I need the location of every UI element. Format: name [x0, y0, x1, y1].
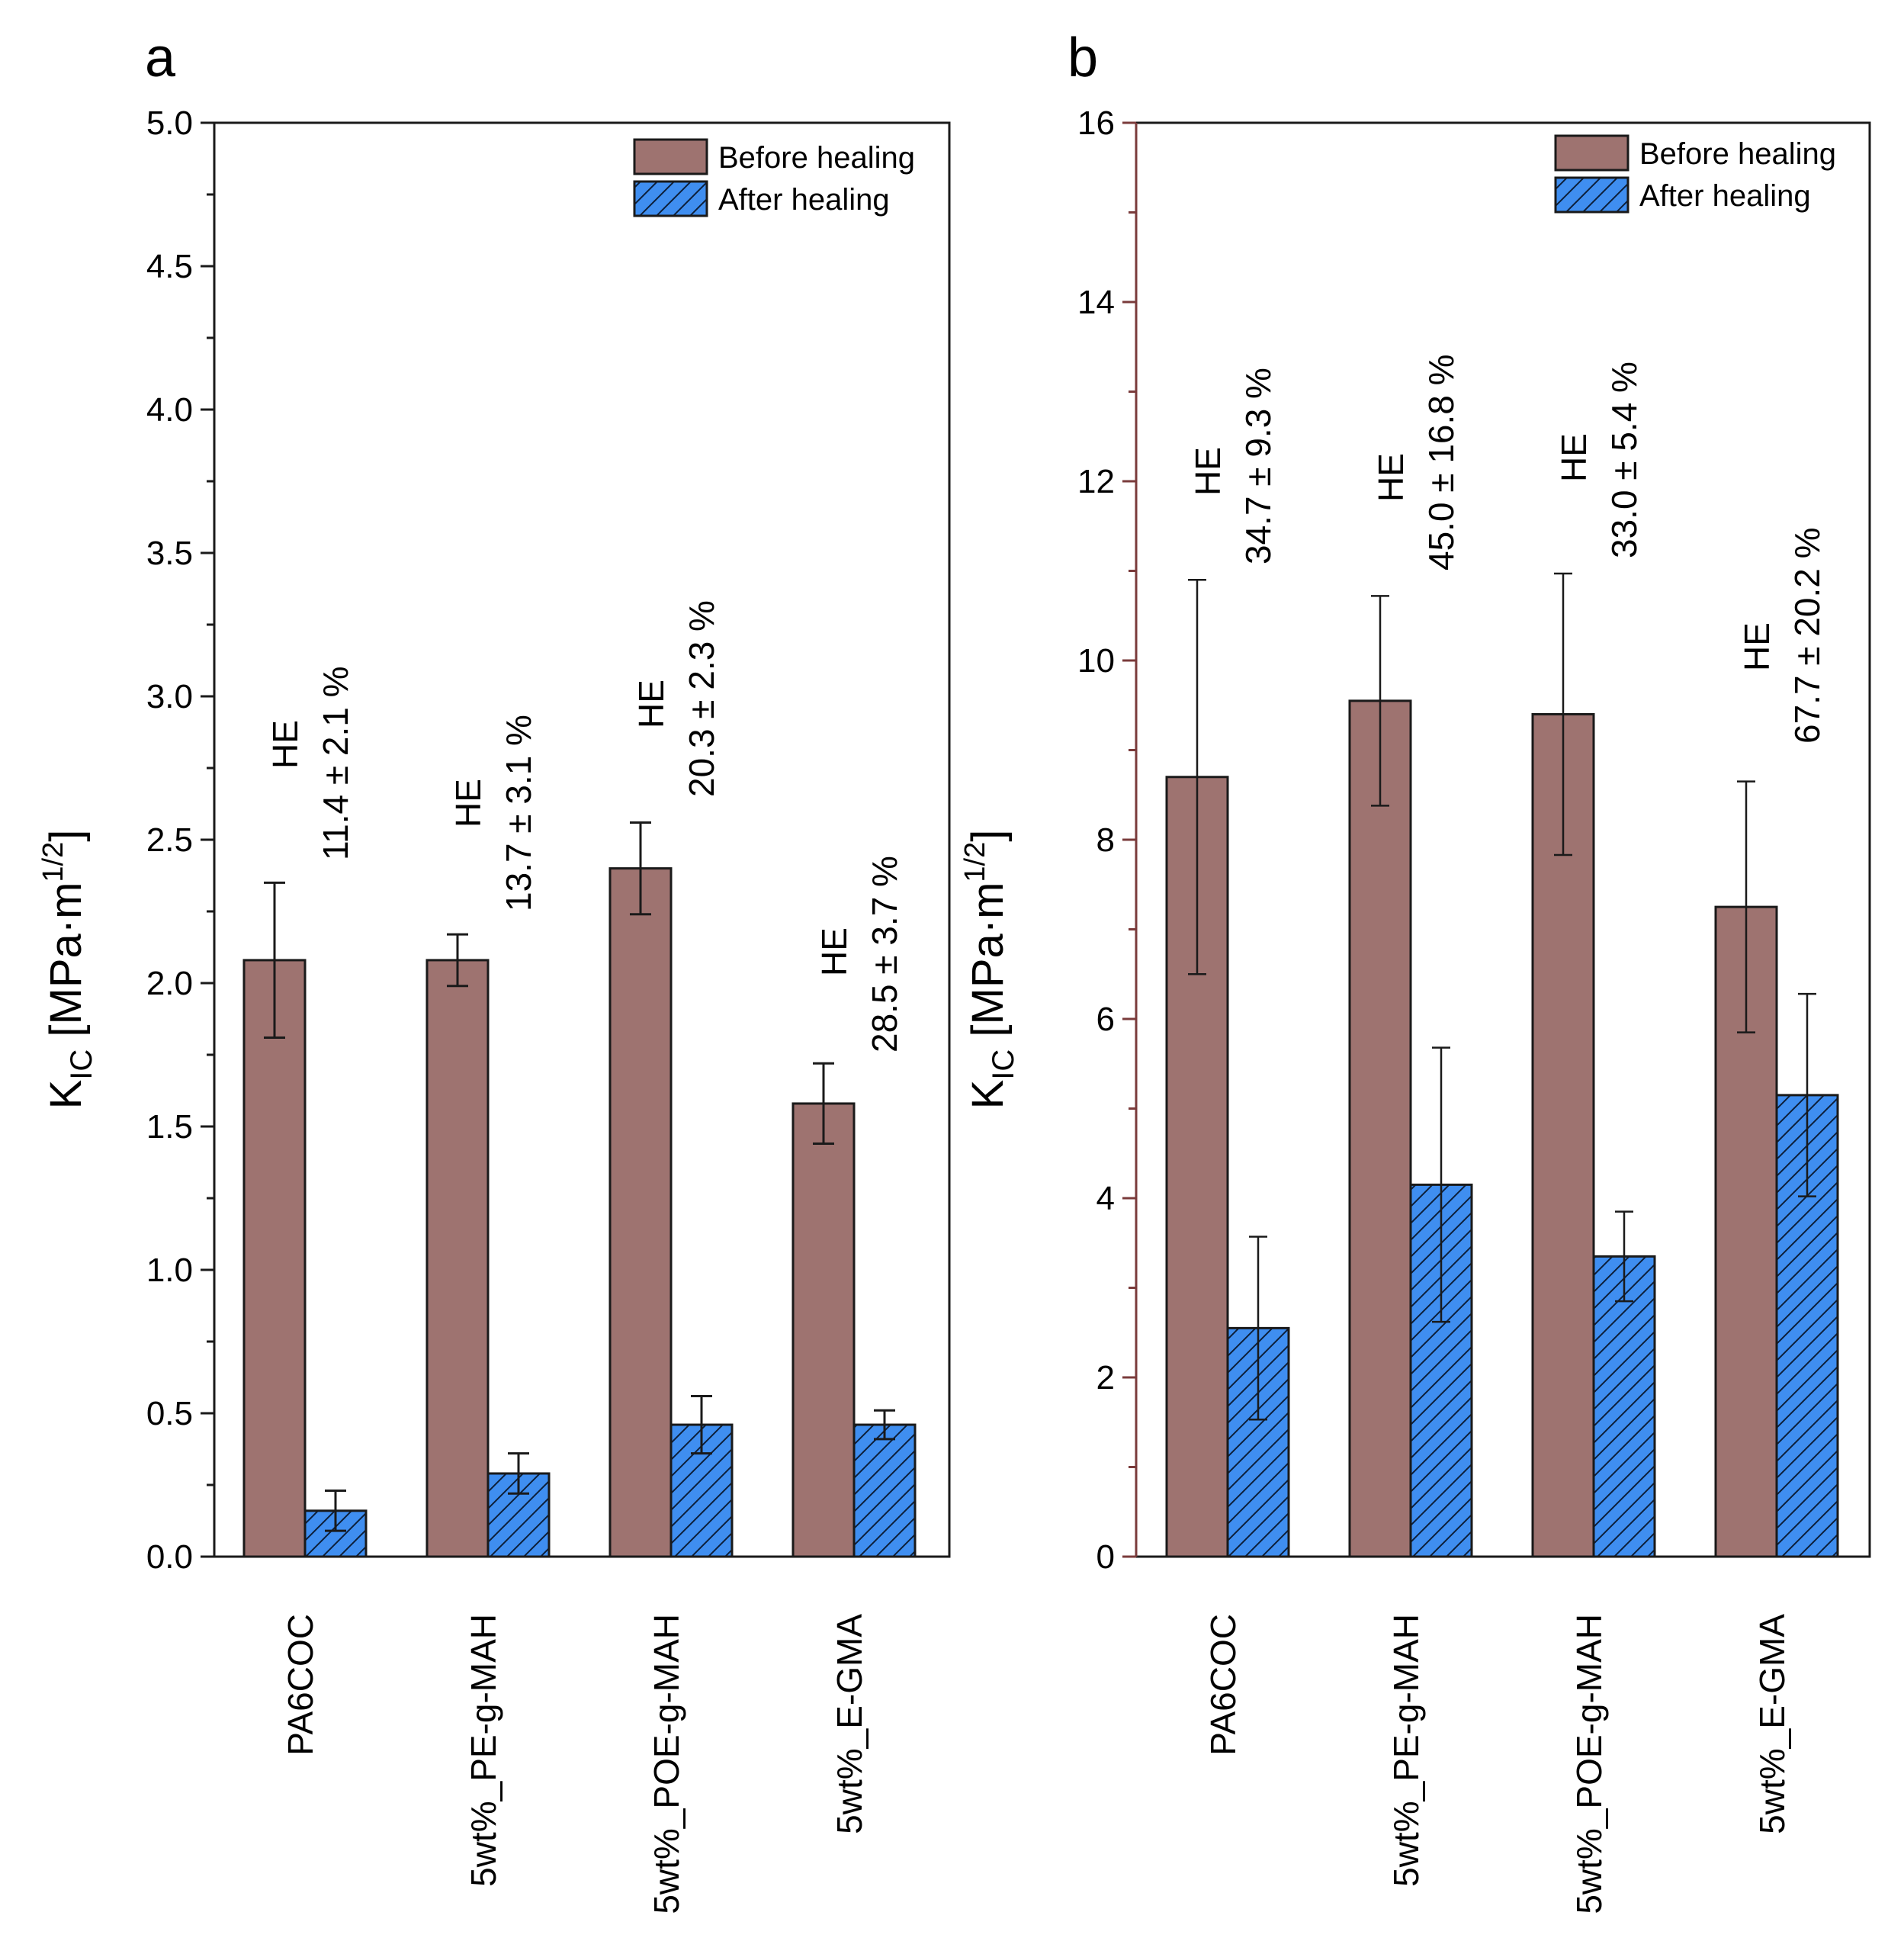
he-label: HE [1188, 447, 1228, 496]
y-axis-title-close: ] [963, 830, 1013, 842]
y-tick-label: 2.5 [146, 821, 193, 859]
he-value: 34.7 ± 9.3 % [1238, 368, 1278, 564]
y-axis-title-unit: [MPa·m [41, 882, 91, 1049]
y-axis-title-sub: IC [65, 1049, 98, 1080]
legend-swatch-before [633, 138, 708, 175]
he-value: 28.5 ± 3.7 % [865, 856, 904, 1053]
y-axis-title-sup: 1/2 [959, 842, 991, 882]
y-axis-title-main: K [41, 1079, 91, 1109]
y-axis-title-sup: 1/2 [37, 842, 69, 882]
he-value: 13.7 ± 3.1 % [499, 715, 538, 911]
y-axis-title-unit: [MPa·m [963, 882, 1013, 1049]
he-value: 45.0 ± 16.8 % [1421, 354, 1461, 570]
he-value: 33.0 ± 5.4 % [1604, 362, 1644, 558]
x-category-label: 5wt%_POE-g-MAH [1569, 1614, 1609, 1914]
legend-swatch-before [1554, 134, 1629, 172]
y-axis-title-close: ] [41, 830, 91, 842]
y-tick-label: 1.5 [146, 1108, 193, 1146]
x-category-label: 5wt%_E-GMA [830, 1614, 869, 1834]
legend: Before healing After healing [1554, 134, 1836, 214]
y-tick-label: 0.5 [146, 1395, 193, 1432]
bar-after-healing [1592, 1255, 1656, 1558]
y-axis-title: KIC [MPa·m1/2] [37, 830, 98, 1110]
y-tick-label: 4.0 [146, 391, 193, 429]
bar-after-healing [852, 1423, 917, 1558]
y-tick-label: 5.0 [146, 104, 193, 142]
legend-label: After healing [1639, 179, 1811, 213]
legend-swatch-after [1554, 176, 1629, 214]
y-axis-title: KIC [MPa·m1/2] [959, 830, 1020, 1110]
panel-letter: a [145, 27, 176, 88]
x-category-label: 5wt%_PE-g-MAH [1386, 1614, 1426, 1887]
bar-before-healing [608, 867, 673, 1558]
y-tick-label: 2 [1096, 1359, 1115, 1396]
legend-label: After healing [718, 183, 890, 217]
y-tick-label: 12 [1077, 463, 1115, 500]
y-axis-title-main: K [963, 1079, 1013, 1109]
legend: Before healing After healing [633, 138, 915, 217]
y-tick-label: 0.0 [146, 1538, 193, 1576]
legend-swatch-after [633, 180, 708, 217]
bar-before-healing [425, 959, 490, 1558]
panel-letter: b [1068, 27, 1098, 88]
y-tick-label: 1.0 [146, 1252, 193, 1289]
bar-before-healing [1348, 699, 1412, 1558]
y-tick-label: 10 [1077, 642, 1115, 680]
he-value: 67.7 ± 20.2 % [1787, 527, 1827, 744]
y-tick-label: 8 [1096, 821, 1115, 859]
legend-label: Before healing [718, 141, 915, 175]
y-axis-title-sub: IC [987, 1049, 1020, 1080]
he-label: HE [1554, 433, 1594, 482]
bar-before-healing [242, 959, 307, 1558]
y-tick-label: 6 [1096, 1001, 1115, 1038]
he-label: HE [1371, 453, 1411, 502]
y-tick-label: 3.0 [146, 678, 193, 715]
he-value: 11.4 ± 2.1 % [316, 666, 355, 860]
legend-label: Before healing [1639, 137, 1836, 171]
y-tick-label: 3.5 [146, 535, 193, 572]
x-category-label: PA6COC [281, 1614, 320, 1756]
y-tick-label: 4.5 [146, 248, 193, 285]
panel-a-chart: a 0.0 0.5 1.0 1.5 2.0 2.5 3.0 3.5 4.0 4.5 5.0 KIC [M… [37, 27, 951, 1914]
x-category-label: 5wt%_E-GMA [1752, 1614, 1792, 1834]
he-label: HE [265, 720, 305, 769]
he-value: 20.3 ± 2.3 % [682, 600, 721, 797]
y-tick-label: 2.0 [146, 965, 193, 1002]
y-tick-label: 14 [1077, 284, 1115, 321]
x-category-label: 5wt%_POE-g-MAH [647, 1614, 686, 1914]
he-label: HE [631, 680, 671, 728]
he-label: HE [1737, 622, 1777, 671]
he-label: HE [448, 779, 488, 828]
y-tick-label: 16 [1077, 104, 1115, 142]
bar-before-healing [791, 1102, 856, 1558]
x-category-label: 5wt%_PE-g-MAH [464, 1614, 503, 1887]
y-tick-label: 0 [1096, 1538, 1115, 1576]
x-category-label: PA6COC [1203, 1614, 1243, 1756]
he-label: HE [814, 927, 854, 976]
y-tick-label: 4 [1096, 1180, 1115, 1217]
